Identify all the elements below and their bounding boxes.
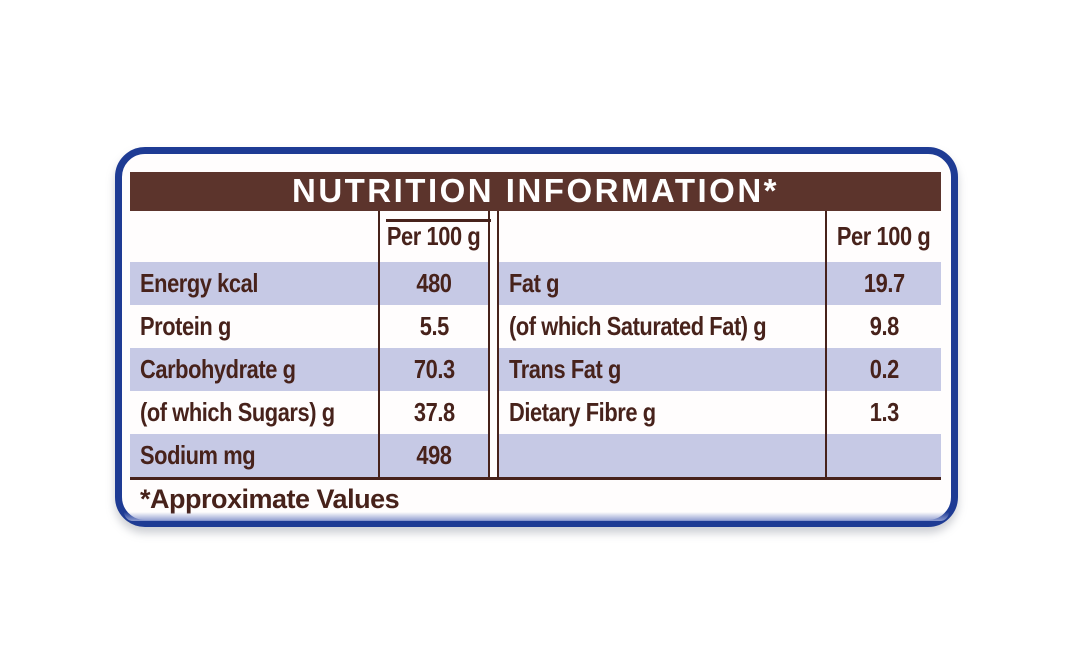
table-row: Energy kcal 480 <box>130 262 490 305</box>
nutrient-name: Dietary Fibre g <box>497 391 825 434</box>
nutrient-value: 70.3 <box>378 348 490 391</box>
table-row: Protein g 5.5 <box>130 305 490 348</box>
nutrient-value: 498 <box>378 434 490 477</box>
table-row: (of which Saturated Fat) g 9.8 <box>497 305 941 348</box>
nutrition-header-bar: NUTRITION INFORMATION* <box>130 172 941 211</box>
nutrient-name: (of which Sugars) g <box>140 397 335 427</box>
table-row: Fat g 19.7 <box>497 262 941 305</box>
nutrient-name <box>497 434 825 477</box>
table-row <box>497 434 941 477</box>
column-header-per-100g: Per 100 g <box>825 211 941 262</box>
nutrient-value: 1.3 <box>825 391 941 434</box>
table-divider <box>386 219 491 222</box>
table-header-row: Per 100 g <box>130 211 490 262</box>
table-header-row: Per 100 g <box>497 211 941 262</box>
nutrient-value: 37.8 <box>378 391 490 434</box>
nutrition-label-card: NUTRITION INFORMATION* Per 100 g Energy … <box>115 147 958 527</box>
nutrient-name: (of which Saturated Fat) g <box>497 305 825 348</box>
table-row: Sodium mg 498 <box>130 434 490 477</box>
nutrition-title: NUTRITION INFORMATION* <box>291 172 779 209</box>
nutrient-value <box>825 434 941 477</box>
approximate-values-note: *Approximate Values <box>140 483 400 514</box>
nutrient-value: 19.7 <box>825 262 941 305</box>
nutrient-value: 480 <box>378 262 490 305</box>
nutrient-name: Fat g <box>497 262 825 305</box>
table-row: Trans Fat g 0.2 <box>497 348 941 391</box>
nutrition-table-right: Per 100 g Fat g 19.7 (of which Saturated… <box>497 211 941 477</box>
table-row: (of which Sugars) g 37.8 <box>130 391 490 434</box>
nutrient-name: Energy kcal <box>140 268 259 298</box>
nutrient-value: 9.8 <box>825 305 941 348</box>
nutrient-name: Carbohydrate g <box>140 354 296 384</box>
nutrient-name: Trans Fat g <box>497 348 825 391</box>
table-row: Dietary Fibre g 1.3 <box>497 391 941 434</box>
nutrition-table-left: Per 100 g Energy kcal 480 Protein g 5.5 … <box>130 211 490 477</box>
nutrient-value: 5.5 <box>378 305 490 348</box>
table-bottom-divider <box>130 477 941 480</box>
header-spacer-cell <box>130 211 378 262</box>
table-row: Carbohydrate g 70.3 <box>130 348 490 391</box>
nutrient-name: Protein g <box>140 311 231 341</box>
header-spacer-cell <box>497 211 825 262</box>
column-header-per-100g: Per 100 g <box>378 211 490 262</box>
nutrient-name: Sodium mg <box>140 440 256 470</box>
nutrient-value: 0.2 <box>825 348 941 391</box>
